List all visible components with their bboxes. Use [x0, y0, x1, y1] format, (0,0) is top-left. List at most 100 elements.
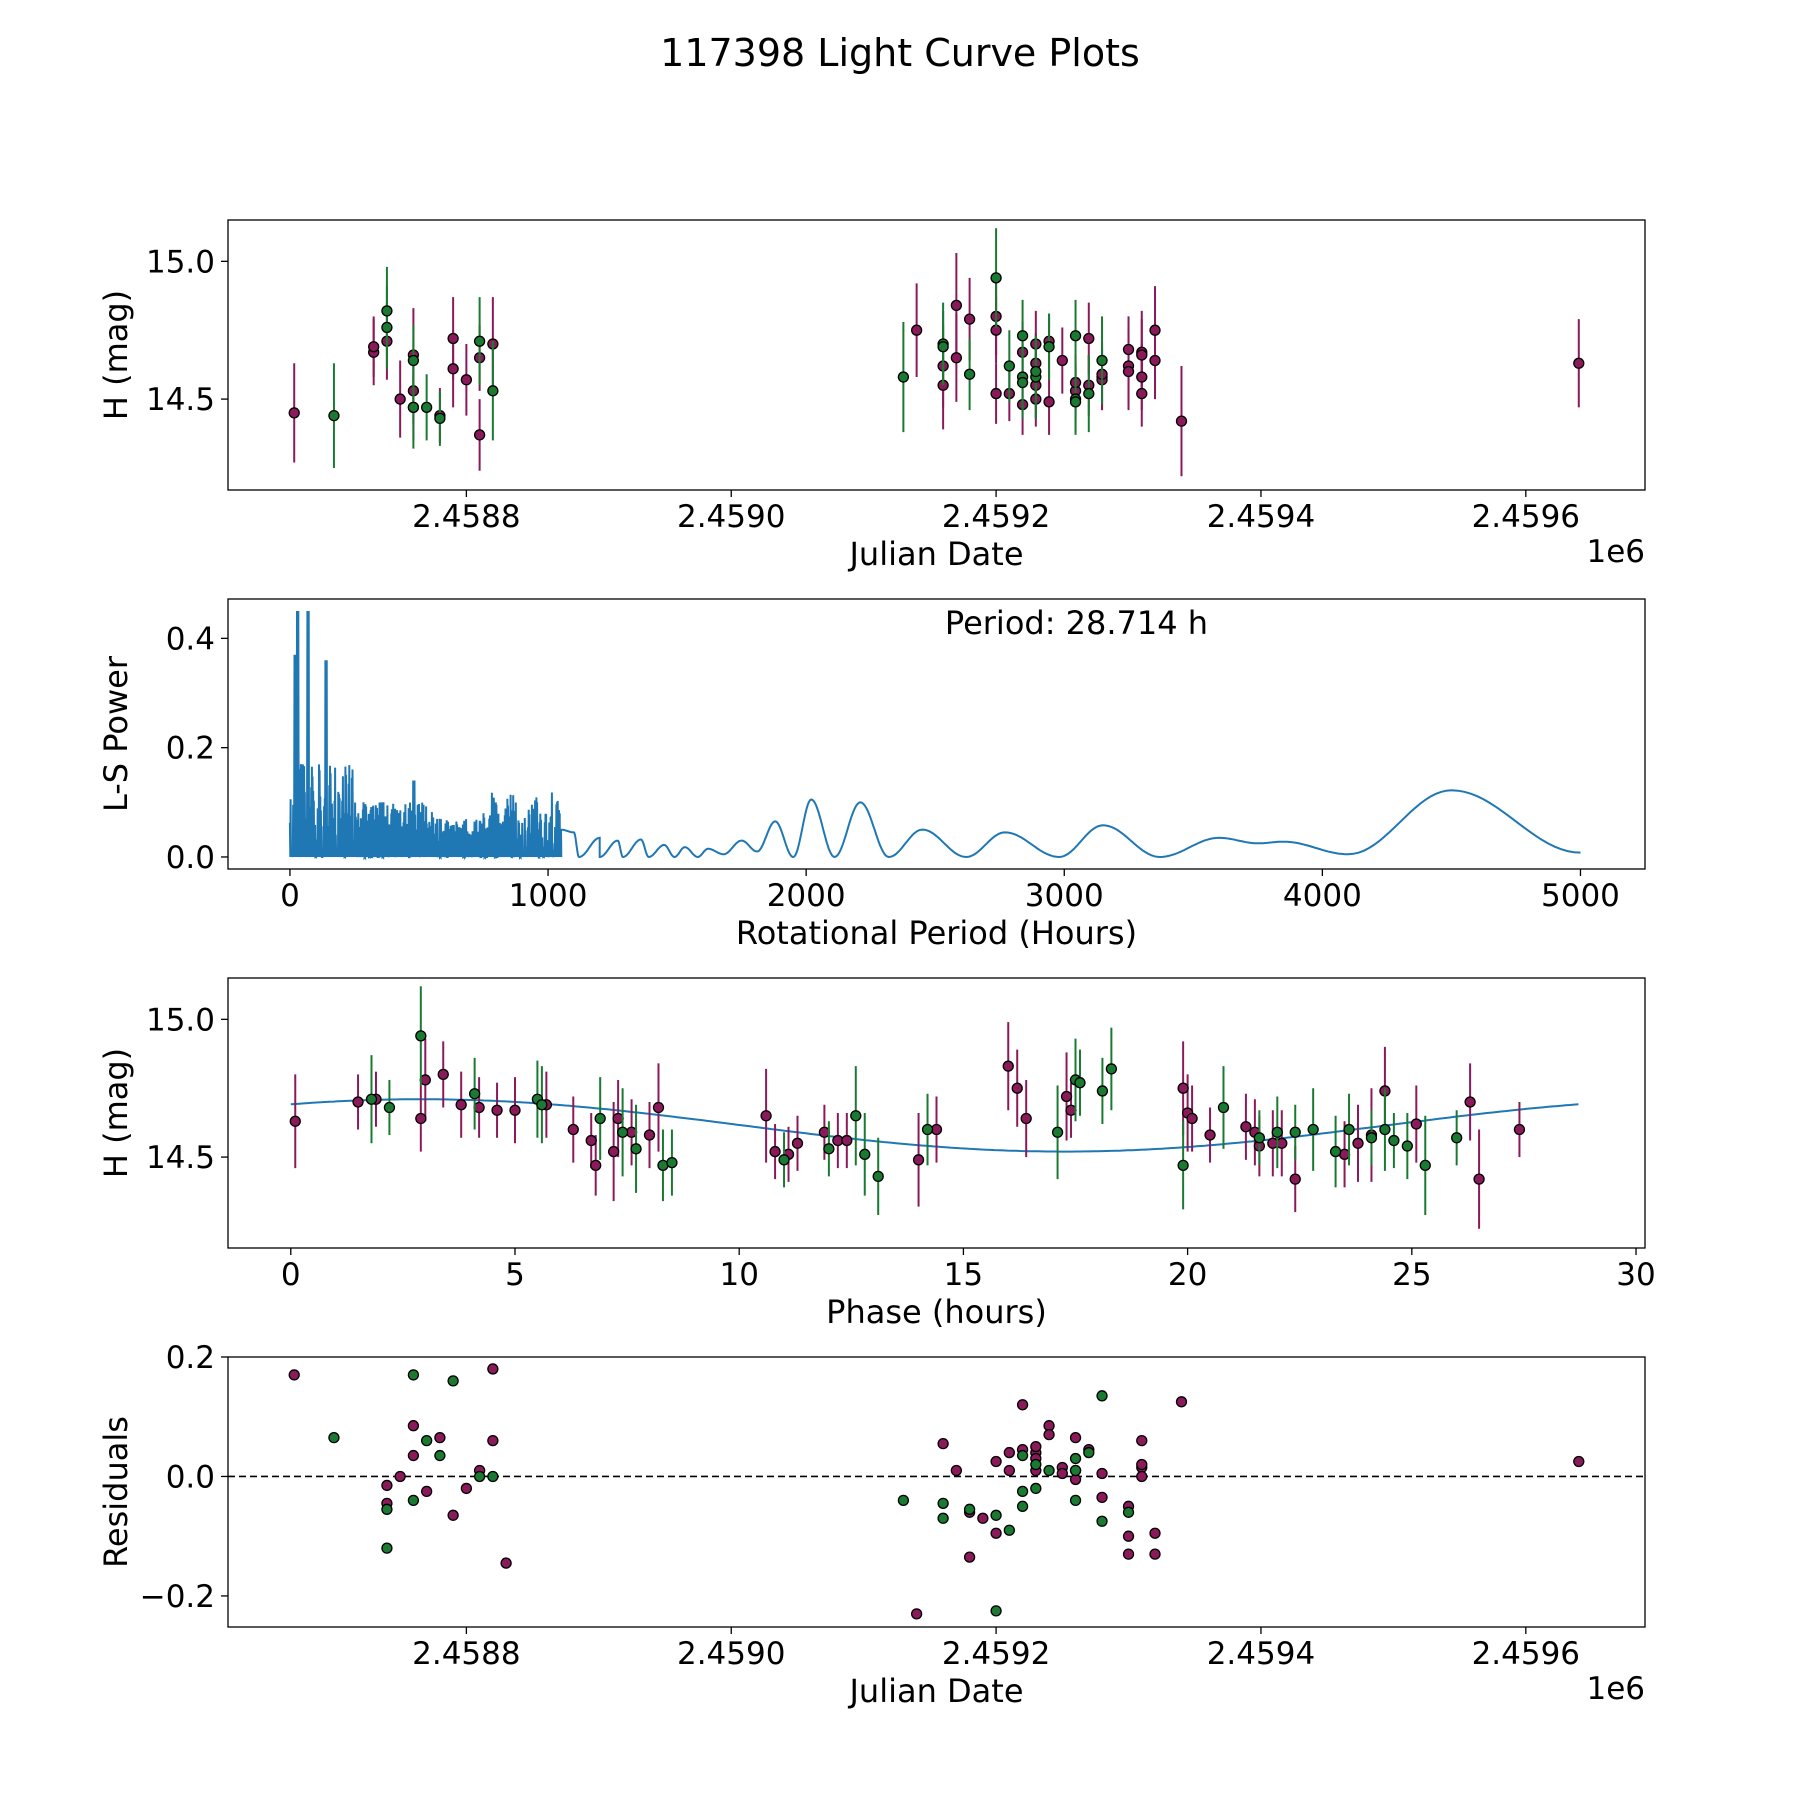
- data-point: [594, 1112, 606, 1125]
- data-point: [1136, 1470, 1148, 1483]
- data-point: [420, 1434, 433, 1447]
- x-tick-label: 25: [1392, 1257, 1431, 1293]
- series-band_b: [328, 228, 1108, 468]
- data-point: [1060, 1090, 1073, 1103]
- data-point: [1020, 1112, 1032, 1125]
- data-point: [1464, 1096, 1476, 1108]
- data-point: [1003, 1464, 1015, 1477]
- series-band_b: [365, 986, 1463, 1215]
- data-point: [407, 1494, 420, 1507]
- data-point: [487, 1434, 499, 1447]
- axes-frame: [227, 977, 1646, 1249]
- y-axis-label: L-S Power: [97, 655, 135, 812]
- data-point: [990, 1509, 1002, 1521]
- axes-frame: [227, 1356, 1646, 1628]
- data-point: [352, 1096, 364, 1108]
- x-tick-label: 0: [281, 1257, 301, 1293]
- data-point: [1016, 1399, 1029, 1411]
- series-band_a: [289, 1022, 1526, 1229]
- data-point: [585, 1134, 597, 1147]
- data-point: [791, 1137, 804, 1149]
- x-tick-label: 2.4592: [942, 1636, 1050, 1672]
- data-point: [288, 1369, 300, 1381]
- x-tick-label: 2.4588: [412, 1636, 520, 1672]
- data-point: [1136, 387, 1148, 400]
- data-point: [415, 1112, 427, 1125]
- y-tick-label: 0.4: [166, 621, 215, 657]
- data-point: [1016, 1500, 1029, 1512]
- data-point: [1136, 1434, 1148, 1447]
- data-point: [950, 1464, 963, 1477]
- x-tick-label: 2.4594: [1207, 499, 1315, 535]
- data-point: [963, 368, 976, 380]
- x-tick-label: 30: [1616, 1257, 1655, 1293]
- data-point: [937, 1437, 949, 1450]
- x-offset-label: 1e6: [1586, 1671, 1645, 1707]
- data-point: [841, 1134, 853, 1147]
- x-tick-label: 2.4590: [677, 499, 785, 535]
- data-point: [468, 1088, 481, 1100]
- data-point: [1069, 1494, 1082, 1507]
- data-point: [1056, 1467, 1068, 1480]
- data-point: [778, 1154, 790, 1166]
- data-point: [963, 1503, 976, 1515]
- plot-area: [288, 228, 1585, 477]
- data-point: [381, 1503, 393, 1515]
- data-point: [1122, 365, 1135, 378]
- data-point: [1513, 1123, 1526, 1136]
- data-point: [1177, 1082, 1189, 1094]
- data-point: [434, 1431, 446, 1444]
- data-point: [1177, 1159, 1189, 1171]
- data-point: [1122, 343, 1135, 356]
- data-point: [910, 1608, 923, 1620]
- data-point: [652, 1101, 665, 1114]
- data-point: [289, 1115, 301, 1127]
- data-point: [1043, 1464, 1055, 1477]
- data-point: [1051, 1126, 1064, 1138]
- data-point: [487, 1470, 499, 1483]
- data-point: [460, 374, 473, 386]
- data-point: [1016, 330, 1029, 342]
- y-tick-label: 0.2: [166, 1340, 215, 1376]
- data-point: [666, 1156, 678, 1169]
- x-tick-label: 2.4590: [677, 1636, 785, 1672]
- data-point: [1217, 1101, 1230, 1114]
- data-point: [460, 1482, 473, 1495]
- x-tick-label: 2.4596: [1472, 1636, 1580, 1672]
- data-point: [1083, 332, 1095, 345]
- data-point: [437, 1068, 449, 1081]
- period-annotation: Period: 28.714 h: [945, 604, 1208, 642]
- data-point: [1122, 1506, 1135, 1518]
- data-point: [1136, 1458, 1148, 1471]
- ls-power-curve: [288, 610, 1581, 861]
- data-point: [1289, 1173, 1301, 1185]
- x-tick-label: 15: [944, 1257, 983, 1293]
- data-point: [473, 429, 486, 441]
- data-point: [1149, 354, 1161, 367]
- data-point: [536, 1099, 548, 1111]
- axes-frame: [227, 219, 1646, 491]
- data-point: [381, 1479, 393, 1492]
- x-axis-label: Julian Date: [847, 535, 1023, 573]
- data-point: [950, 299, 963, 312]
- data-point: [328, 1431, 340, 1444]
- data-point: [407, 1449, 420, 1462]
- data-point: [447, 332, 459, 345]
- data-point: [921, 1123, 934, 1136]
- x-tick-label: 4000: [1283, 878, 1362, 914]
- data-point: [365, 1093, 378, 1105]
- data-point: [1030, 1458, 1042, 1471]
- x-axis-label: Rotational Period (Hours): [736, 914, 1137, 952]
- y-tick-label: 0.0: [166, 840, 215, 876]
- series-band_a: [288, 253, 1585, 477]
- data-point: [1043, 1429, 1055, 1441]
- y-tick-label: 14.5: [146, 382, 215, 418]
- figure-title: 117398 Light Curve Plots: [660, 31, 1140, 75]
- data-point: [407, 1420, 420, 1432]
- fit-curve: [290, 1098, 1579, 1153]
- data-point: [1136, 349, 1148, 361]
- data-point: [1401, 1140, 1413, 1152]
- data-point: [487, 385, 499, 397]
- panel-1: 2.4588 2.4590 2.4592 2.4594 2.4596 14.5 15.0 Ju…: [97, 219, 1646, 573]
